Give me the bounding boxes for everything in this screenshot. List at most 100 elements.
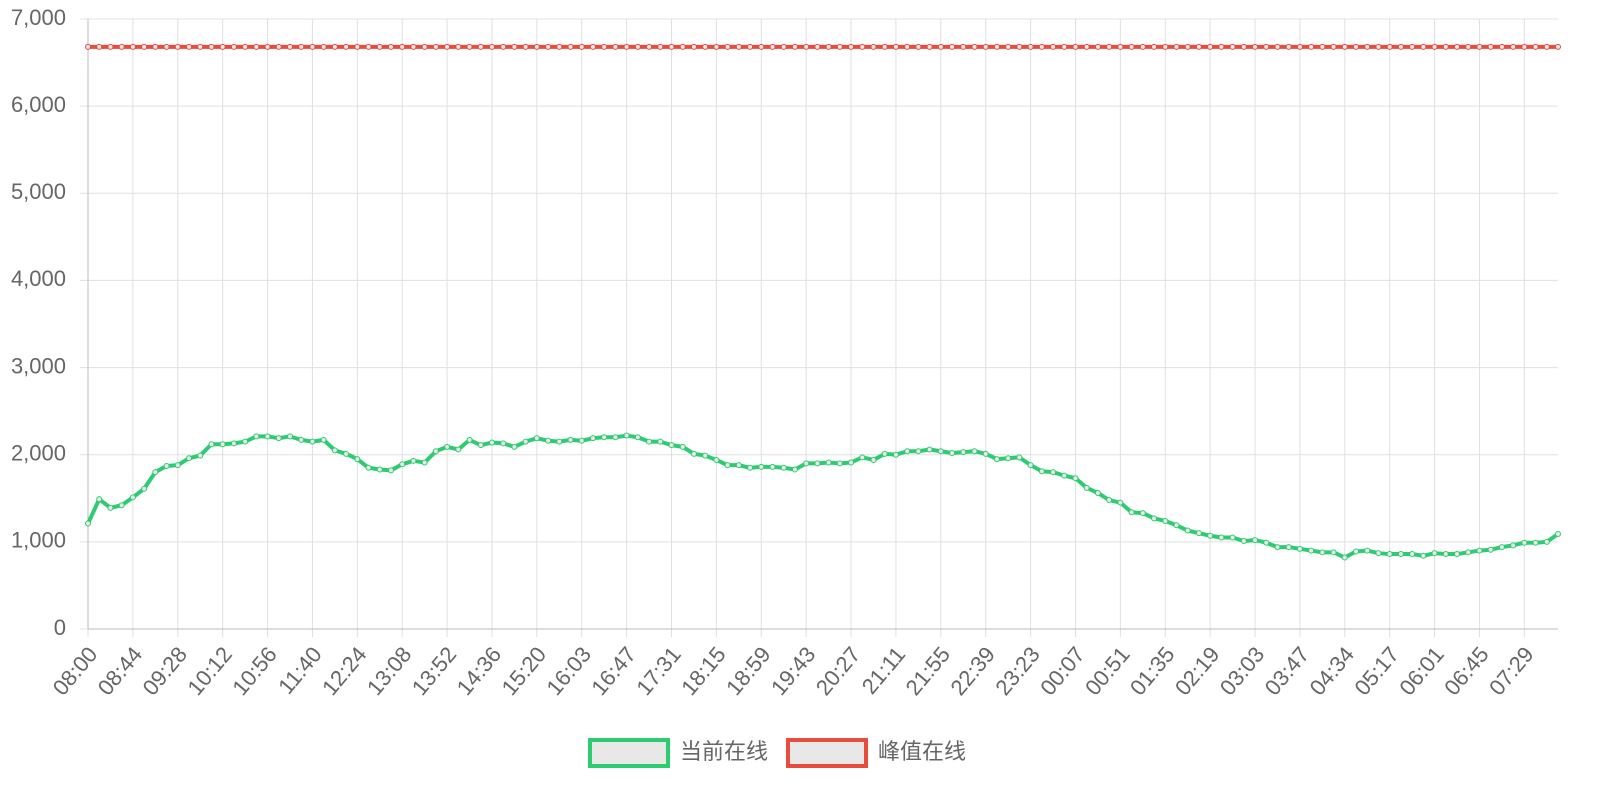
x-tick-label: 18:15 xyxy=(676,642,731,700)
data-point xyxy=(971,448,978,455)
x-tick-label: 04:34 xyxy=(1305,642,1360,700)
legend-label[interactable]: 峰值在线 xyxy=(878,739,966,764)
x-tick-label: 07:29 xyxy=(1484,642,1539,700)
data-point xyxy=(949,43,956,50)
data-point xyxy=(657,438,664,445)
data-point xyxy=(926,43,933,50)
data-point xyxy=(1308,547,1315,554)
data-point xyxy=(1543,43,1550,50)
data-point xyxy=(230,43,237,50)
data-point xyxy=(904,43,911,50)
data-point xyxy=(1173,43,1180,50)
data-point xyxy=(1397,43,1404,50)
data-point xyxy=(780,43,787,50)
data-point xyxy=(836,460,843,467)
x-tick-label: 02:19 xyxy=(1170,642,1225,700)
data-point xyxy=(1498,43,1505,50)
data-point xyxy=(601,434,608,441)
data-point xyxy=(825,459,832,466)
data-point xyxy=(242,438,249,445)
data-point xyxy=(769,463,776,470)
data-point xyxy=(1274,544,1281,551)
data-point xyxy=(410,457,417,464)
data-point xyxy=(870,43,877,50)
data-point xyxy=(477,43,484,50)
data-point xyxy=(1364,547,1371,554)
data-point xyxy=(949,449,956,456)
data-point xyxy=(376,43,383,50)
data-point xyxy=(354,456,361,463)
data-point xyxy=(937,448,944,455)
data-point xyxy=(354,43,361,50)
data-point xyxy=(1151,515,1158,522)
data-point xyxy=(747,464,754,471)
data-point xyxy=(1431,43,1438,50)
data-point xyxy=(309,438,316,445)
x-tick-label: 00:51 xyxy=(1080,642,1135,700)
data-point xyxy=(1341,43,1348,50)
data-point xyxy=(1207,532,1214,539)
data-point xyxy=(455,446,462,453)
data-point xyxy=(556,438,563,445)
data-point xyxy=(1173,522,1180,529)
data-point xyxy=(1397,551,1404,558)
data-point xyxy=(690,43,697,50)
data-point xyxy=(208,43,215,50)
data-point xyxy=(724,462,731,469)
x-tick-label: 10:12 xyxy=(182,642,237,700)
data-point xyxy=(309,43,316,50)
data-point xyxy=(1072,43,1079,50)
data-point xyxy=(915,43,922,50)
data-point xyxy=(567,43,574,50)
data-point xyxy=(870,456,877,463)
legend-swatch[interactable] xyxy=(786,738,869,768)
data-point xyxy=(1038,43,1045,50)
data-point xyxy=(937,43,944,50)
x-tick-label: 06:45 xyxy=(1439,642,1494,700)
x-tick-label: 05:17 xyxy=(1349,642,1404,700)
data-point xyxy=(253,43,260,50)
data-point xyxy=(331,43,338,50)
data-point xyxy=(926,446,933,453)
data-point xyxy=(174,43,181,50)
data-point xyxy=(1061,472,1068,479)
data-point xyxy=(859,43,866,50)
data-point xyxy=(1409,551,1416,558)
x-tick-label: 16:03 xyxy=(541,642,596,700)
data-point xyxy=(1139,43,1146,50)
data-point xyxy=(500,440,507,447)
data-point xyxy=(859,454,866,461)
data-point xyxy=(1263,539,1270,546)
data-point xyxy=(556,43,563,50)
data-point xyxy=(1510,43,1517,50)
data-point xyxy=(197,43,204,50)
data-point xyxy=(1454,551,1461,558)
data-point xyxy=(141,485,148,492)
data-point xyxy=(1094,43,1101,50)
data-point xyxy=(466,43,473,50)
data-point xyxy=(185,455,192,462)
data-point xyxy=(286,43,293,50)
data-point xyxy=(1454,43,1461,50)
data-point xyxy=(825,43,832,50)
data-point xyxy=(1027,462,1034,469)
data-point xyxy=(444,443,451,450)
legend-label[interactable]: 当前在线 xyxy=(680,739,768,764)
legend-swatch[interactable] xyxy=(588,738,670,768)
data-point xyxy=(1319,43,1326,50)
data-point xyxy=(286,433,293,440)
x-tick-label: 00:07 xyxy=(1035,642,1090,700)
data-point xyxy=(803,43,810,50)
data-point xyxy=(836,43,843,50)
data-point xyxy=(1184,43,1191,50)
data-point xyxy=(399,43,406,50)
data-point xyxy=(1308,43,1315,50)
data-point xyxy=(1061,43,1068,50)
x-tick-label: 03:03 xyxy=(1215,642,1270,700)
data-point xyxy=(1431,550,1438,557)
data-point xyxy=(444,43,451,50)
x-tick-label: 18:59 xyxy=(721,642,776,700)
data-point xyxy=(107,504,114,511)
data-point xyxy=(1420,552,1427,559)
data-point xyxy=(1353,43,1360,50)
